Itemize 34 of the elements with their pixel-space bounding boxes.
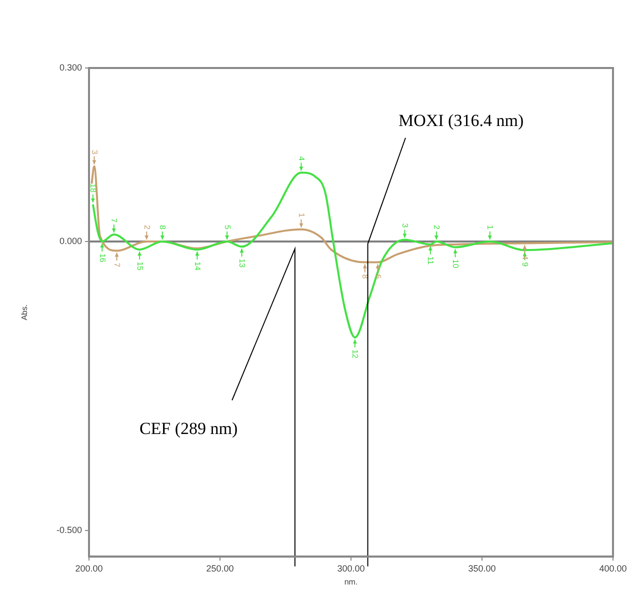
annotation: 15 [135, 262, 144, 272]
annotation: 6 [374, 274, 383, 280]
annotation: 13 [238, 258, 247, 268]
annotation: 18 [88, 184, 98, 194]
annotation: 14 [193, 262, 202, 272]
annotation: 1 [486, 225, 495, 230]
x-tick-label: 200.00 [75, 563, 103, 574]
annotation: 11 [426, 256, 436, 266]
y-tick-label: -0.500 [56, 525, 82, 536]
annotation: 7 [112, 262, 122, 268]
annotation: 4 [520, 255, 530, 260]
annotation: 12 [350, 349, 360, 359]
annotation: CEF (289 nm) [139, 419, 238, 438]
annotation: 16 [98, 253, 107, 263]
x-axis-title: nm. [344, 577, 358, 586]
annotation: 3 [90, 150, 100, 155]
annotation: 2 [432, 225, 442, 230]
annotation: 4 [297, 156, 306, 162]
annotation: 9 [520, 262, 530, 268]
annotation: 1 [297, 212, 306, 218]
annotation: 3 [400, 223, 410, 228]
annotation: 5 [222, 225, 232, 230]
y-tick-label: 0.000 [59, 236, 82, 246]
x-tick-label: 300.00 [337, 563, 365, 574]
annotation: 7 [110, 218, 119, 224]
y-axis-title: Abs. [20, 304, 30, 320]
annotation: 10 [451, 259, 460, 269]
x-tick-label: 250.00 [206, 563, 234, 574]
annotation: 8 [158, 225, 168, 230]
y-tick-label: 0.300 [59, 62, 82, 72]
x-tick-label: 400.00 [599, 563, 627, 574]
annotation: 2 [142, 225, 152, 230]
annotation: MOXI (316.4 nm) [398, 111, 524, 130]
x-tick-label: 350.00 [468, 563, 496, 574]
